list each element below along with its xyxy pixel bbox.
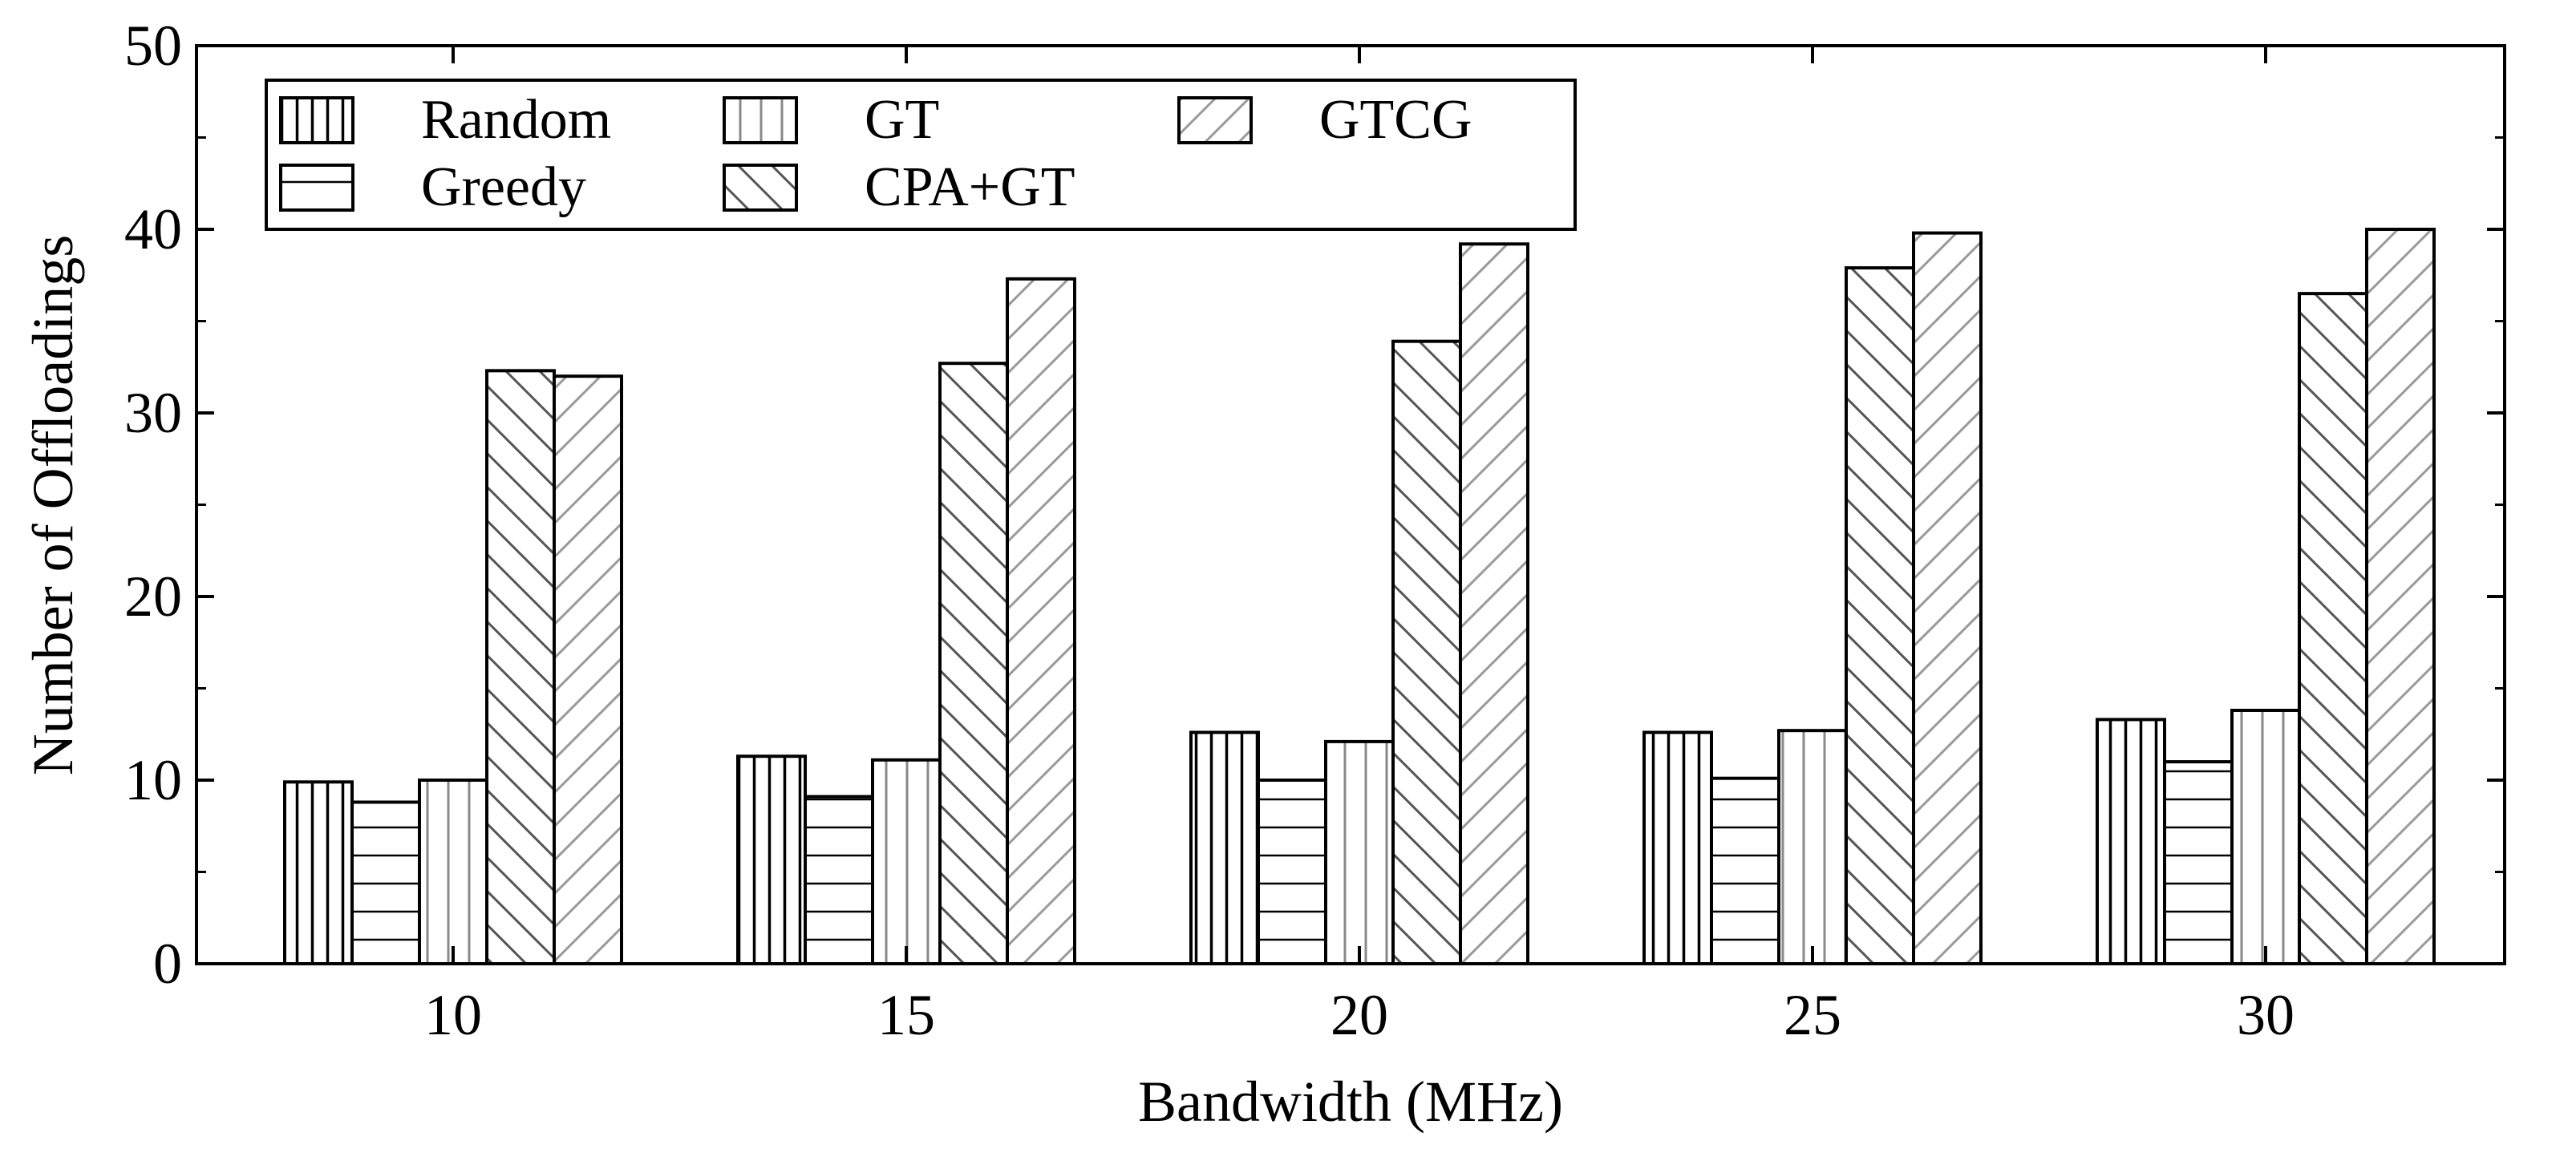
- bar-random-20: [1189, 730, 1260, 966]
- y-tick-label: 10: [124, 748, 182, 812]
- legend-label-gtcg: GTCG: [1319, 89, 1472, 151]
- bar-random-15: [736, 754, 807, 965]
- bar-greedy-25: [1710, 776, 1780, 966]
- legend-label-gt: GT: [865, 89, 939, 151]
- legend-label-random: Random: [421, 89, 611, 151]
- y-tick-label: 30: [124, 381, 182, 445]
- bar-greedy-30: [2163, 760, 2234, 965]
- y-tick-label: 0: [153, 932, 182, 996]
- bar-random-10: [283, 780, 354, 965]
- legend-swatch-gtcg: [1177, 96, 1253, 144]
- y-tick-label: 50: [124, 14, 182, 78]
- y-tick-label: 20: [124, 564, 182, 629]
- legend-swatch-greedy: [279, 164, 354, 212]
- bar-random-30: [2096, 718, 2166, 965]
- x-tick-label: 25: [1784, 983, 1841, 1047]
- bar-gtcg-10: [553, 374, 623, 965]
- bar-gtcg-30: [2365, 228, 2436, 965]
- legend-swatch-gt: [723, 96, 798, 144]
- legend-label-cpa-gt: CPA+GT: [865, 156, 1075, 218]
- legend-frame: [265, 79, 1577, 231]
- bar-cpa-gt-20: [1391, 339, 1462, 965]
- bar-gtcg-20: [1459, 242, 1529, 965]
- bar-cpa-gt-10: [485, 369, 556, 965]
- x-tick-label: 20: [1331, 983, 1388, 1047]
- bar-cpa-gt-30: [2298, 292, 2368, 965]
- bar-greedy-10: [350, 800, 421, 965]
- bar-gtcg-25: [1912, 231, 1983, 965]
- bar-gt-20: [1324, 739, 1395, 965]
- y-tick-label: 40: [124, 197, 182, 261]
- bar-gt-30: [2230, 708, 2301, 965]
- x-tick-label: 10: [424, 983, 482, 1047]
- legend-swatch-cpa-gt: [723, 164, 798, 212]
- bar-gt-25: [1777, 729, 1848, 965]
- bar-gtcg-15: [1006, 277, 1076, 965]
- bars-layer: [283, 228, 2436, 966]
- x-axis-ticks: 10 15 20 25 30: [424, 46, 2295, 1047]
- bar-gt-10: [418, 779, 488, 965]
- bar-cpa-gt-15: [938, 362, 1009, 966]
- bar-random-25: [1642, 730, 1713, 966]
- x-axis-label: Bandwidth (MHz): [1138, 1070, 1563, 1134]
- legend-swatch-random: [279, 96, 354, 144]
- bar-greedy-20: [1257, 779, 1327, 965]
- bar-cpa-gt-25: [1845, 266, 1915, 965]
- x-tick-label: 30: [2237, 983, 2295, 1047]
- legend-label-greedy: Greedy: [421, 156, 586, 218]
- y-axis-ticks: 0 10 20 30 40 50: [124, 14, 2505, 996]
- y-axis-label: Number of Offloadings: [21, 235, 85, 776]
- bar-greedy-15: [804, 795, 874, 965]
- bar-gt-15: [871, 758, 942, 965]
- x-tick-label: 15: [877, 983, 935, 1047]
